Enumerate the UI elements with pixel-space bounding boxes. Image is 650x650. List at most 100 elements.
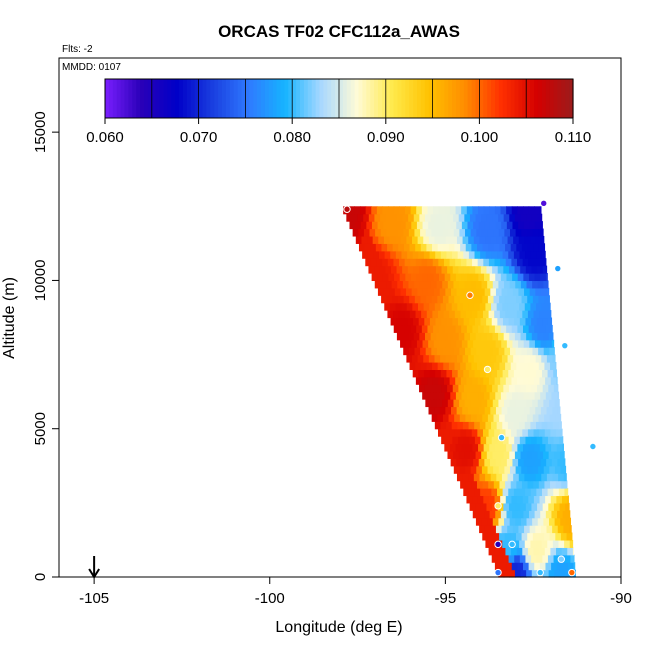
heatmap-cell bbox=[401, 317, 409, 326]
colorbar-segment bbox=[147, 79, 153, 118]
sample-point bbox=[494, 568, 502, 577]
heatmap-cell bbox=[431, 295, 438, 304]
heatmap-cell bbox=[407, 265, 415, 274]
heatmap-cell bbox=[420, 243, 428, 252]
heatmap-cell bbox=[529, 406, 536, 415]
heatmap-cell bbox=[556, 428, 563, 437]
heatmap-cell bbox=[496, 473, 503, 482]
heatmap-cell bbox=[514, 317, 521, 326]
heatmap-cell bbox=[514, 213, 522, 222]
heatmap-cell bbox=[525, 436, 532, 445]
heatmap-cell bbox=[520, 384, 527, 393]
heatmap-cell bbox=[437, 413, 444, 422]
heatmap-cell bbox=[358, 228, 365, 237]
heatmap-cell bbox=[388, 206, 395, 215]
heatmap-cell bbox=[555, 532, 562, 541]
colorbar-segment bbox=[409, 79, 414, 118]
colorbar-segment bbox=[303, 79, 309, 118]
heatmap-cell bbox=[511, 324, 518, 333]
heatmap-cell bbox=[490, 354, 497, 363]
heatmap-cell bbox=[402, 265, 409, 274]
colorbar-tick-label: 0.110 bbox=[555, 129, 591, 146]
heatmap-cell bbox=[403, 243, 411, 252]
heatmap-cell bbox=[494, 376, 501, 385]
heatmap-cell bbox=[507, 525, 514, 534]
sample-point bbox=[557, 555, 565, 563]
heatmap-cell bbox=[492, 332, 499, 341]
heatmap-cell bbox=[513, 473, 520, 482]
heatmap-cell bbox=[520, 213, 527, 222]
heatmap-cell bbox=[553, 436, 560, 445]
heatmap-cell bbox=[492, 280, 500, 289]
heatmap-cell bbox=[480, 488, 487, 497]
heatmap-cell bbox=[463, 317, 470, 326]
colorbar-segment bbox=[249, 79, 254, 118]
heatmap-cell bbox=[517, 495, 524, 504]
heatmap-cell bbox=[478, 273, 485, 282]
heatmap-cell bbox=[485, 369, 492, 378]
heatmap-cell bbox=[423, 369, 431, 378]
heatmap-cell bbox=[430, 399, 438, 408]
colorbar-segment bbox=[397, 79, 402, 118]
heatmap-cell bbox=[483, 495, 490, 504]
heatmap-cell bbox=[517, 562, 524, 571]
heatmap-cell bbox=[516, 547, 523, 556]
heatmap-cell bbox=[569, 525, 572, 534]
heatmap-cell bbox=[465, 243, 472, 252]
heatmap-cell bbox=[469, 332, 477, 341]
heatmap-cell bbox=[463, 250, 470, 259]
heatmap-cell bbox=[499, 295, 506, 304]
heatmap-cell bbox=[441, 317, 448, 326]
heatmap-cell bbox=[505, 547, 512, 556]
heatmap-cell bbox=[552, 525, 559, 534]
heatmap-cell bbox=[399, 273, 406, 282]
heatmap-cell bbox=[460, 310, 467, 319]
heatmap-cell bbox=[532, 347, 539, 356]
heatmap-cell bbox=[521, 413, 528, 422]
heatmap-cell bbox=[498, 465, 505, 474]
heatmap-cell bbox=[414, 280, 421, 289]
heatmap-cell bbox=[514, 502, 521, 511]
heatmap-cell bbox=[526, 280, 533, 289]
heatmap-cell bbox=[468, 235, 475, 244]
heatmap-cell bbox=[539, 495, 546, 504]
heatmap-cell bbox=[423, 354, 430, 363]
heatmap-cell bbox=[552, 421, 560, 430]
heatmap-cell bbox=[513, 302, 520, 311]
heatmap-cell bbox=[544, 547, 551, 556]
colorbar-segment bbox=[202, 79, 207, 118]
sample-point bbox=[466, 291, 474, 299]
heatmap-cell bbox=[487, 413, 495, 422]
heatmap-cell bbox=[473, 354, 481, 363]
heatmap-cell bbox=[510, 243, 517, 252]
heatmap-cell bbox=[567, 547, 574, 556]
heatmap-cell bbox=[443, 428, 450, 437]
heatmap-cell bbox=[546, 287, 550, 296]
heatmap-cell bbox=[431, 413, 438, 422]
heatmap-cell bbox=[367, 250, 374, 259]
heatmap-cell bbox=[464, 399, 471, 408]
colorbar-segment bbox=[495, 79, 500, 118]
heatmap-cell bbox=[388, 273, 395, 282]
heatmap-cell bbox=[472, 510, 479, 519]
heatmap-cell bbox=[521, 243, 529, 252]
heatmap-cell bbox=[441, 213, 449, 222]
heatmap-cell bbox=[496, 235, 503, 244]
heatmap-cell bbox=[455, 258, 462, 267]
heatmap-cell bbox=[518, 406, 525, 415]
heatmap-cell bbox=[470, 465, 477, 474]
heatmap-cell bbox=[526, 213, 533, 222]
heatmap-cell bbox=[554, 399, 560, 408]
heatmap-cell bbox=[515, 280, 522, 289]
heatmap-cell bbox=[416, 324, 423, 333]
heatmap-cell bbox=[455, 206, 462, 215]
colorbar-segment bbox=[346, 79, 352, 118]
heatmap-cell bbox=[553, 502, 561, 511]
heatmap-cell bbox=[501, 287, 508, 296]
heatmap-cell bbox=[512, 510, 519, 519]
heatmap-cell bbox=[445, 406, 452, 415]
heatmap-cell bbox=[399, 206, 406, 215]
heatmap-cell bbox=[502, 421, 509, 430]
heatmap-cell bbox=[462, 421, 470, 430]
heatmap-cell bbox=[386, 228, 393, 237]
